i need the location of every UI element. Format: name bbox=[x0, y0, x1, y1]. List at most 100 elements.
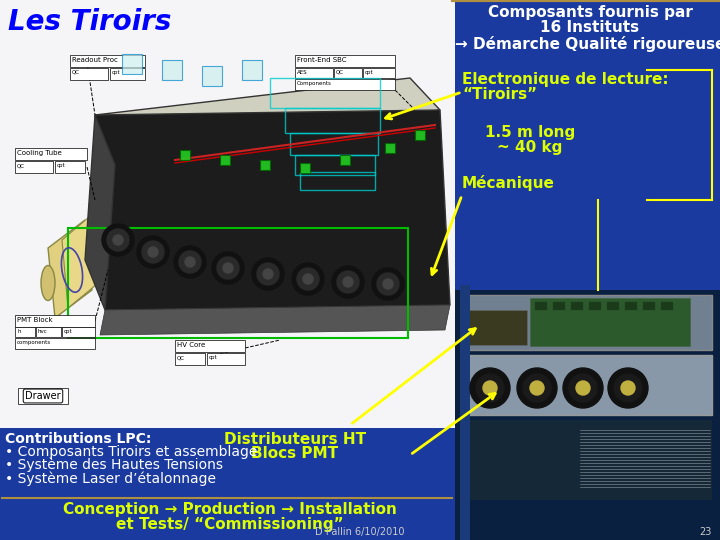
Bar bbox=[530, 298, 690, 346]
Bar bbox=[300, 172, 375, 190]
Bar bbox=[462, 295, 712, 350]
Text: Distributeurs HT: Distributeurs HT bbox=[224, 432, 366, 447]
Bar bbox=[62, 327, 95, 337]
Circle shape bbox=[608, 368, 648, 408]
Text: cpt: cpt bbox=[365, 70, 374, 75]
Text: • Système Laser d’étalonnage: • Système Laser d’étalonnage bbox=[5, 471, 216, 485]
Text: Cooling Tube: Cooling Tube bbox=[17, 150, 62, 156]
Bar bbox=[70, 68, 108, 80]
Bar bbox=[18, 388, 68, 404]
Circle shape bbox=[470, 368, 510, 408]
Bar bbox=[270, 78, 380, 108]
Text: Electronique de lecture:: Electronique de lecture: bbox=[462, 72, 669, 87]
Bar bbox=[643, 302, 655, 310]
Circle shape bbox=[530, 381, 544, 395]
Polygon shape bbox=[85, 115, 115, 310]
Text: QC: QC bbox=[17, 163, 25, 168]
Bar bbox=[162, 60, 182, 80]
Text: • Composants Tiroirs et assemblage: • Composants Tiroirs et assemblage bbox=[5, 445, 257, 459]
Text: ~ 40 kg: ~ 40 kg bbox=[498, 140, 563, 155]
Bar bbox=[220, 155, 230, 165]
Text: cpt: cpt bbox=[64, 329, 73, 334]
Text: Composants fournis par: Composants fournis par bbox=[487, 5, 693, 20]
Circle shape bbox=[523, 374, 551, 402]
Circle shape bbox=[576, 381, 590, 395]
Circle shape bbox=[257, 263, 279, 285]
Circle shape bbox=[142, 241, 164, 263]
Bar bbox=[180, 150, 190, 160]
Bar bbox=[285, 108, 380, 133]
Bar bbox=[175, 340, 245, 352]
Circle shape bbox=[252, 258, 284, 290]
Text: cpt: cpt bbox=[57, 163, 66, 168]
Bar bbox=[15, 327, 35, 337]
Polygon shape bbox=[100, 305, 450, 335]
Circle shape bbox=[377, 273, 399, 295]
Polygon shape bbox=[62, 212, 102, 308]
Text: cpt: cpt bbox=[112, 70, 121, 75]
Circle shape bbox=[517, 368, 557, 408]
Bar bbox=[661, 302, 673, 310]
Text: Blocs PMT: Blocs PMT bbox=[251, 446, 338, 461]
Circle shape bbox=[563, 368, 603, 408]
Circle shape bbox=[148, 247, 158, 257]
Bar bbox=[15, 161, 53, 173]
Bar bbox=[242, 60, 262, 80]
Text: et Tests/ “Commissioning”: et Tests/ “Commissioning” bbox=[116, 517, 344, 532]
Text: QC: QC bbox=[336, 70, 344, 75]
Circle shape bbox=[185, 257, 195, 267]
Text: hvc: hvc bbox=[38, 329, 48, 334]
Bar bbox=[15, 338, 95, 349]
Circle shape bbox=[303, 274, 313, 284]
Text: Les Tiroirs: Les Tiroirs bbox=[8, 8, 171, 36]
Bar bbox=[68, 228, 408, 338]
Bar bbox=[415, 130, 425, 140]
Circle shape bbox=[137, 236, 169, 268]
Circle shape bbox=[107, 229, 129, 251]
Bar bbox=[15, 148, 87, 160]
Circle shape bbox=[113, 235, 123, 245]
Bar bbox=[462, 310, 527, 345]
Bar bbox=[36, 327, 61, 337]
Bar bbox=[535, 302, 547, 310]
Bar bbox=[571, 302, 583, 310]
Bar bbox=[607, 302, 619, 310]
Polygon shape bbox=[95, 115, 145, 200]
Circle shape bbox=[383, 279, 393, 289]
Circle shape bbox=[174, 246, 206, 278]
Bar bbox=[55, 161, 85, 173]
Bar bbox=[340, 155, 350, 165]
Text: HV Core: HV Core bbox=[177, 342, 205, 348]
Circle shape bbox=[483, 381, 497, 395]
Bar bbox=[295, 79, 395, 90]
Circle shape bbox=[343, 277, 353, 287]
Ellipse shape bbox=[41, 266, 55, 300]
Bar bbox=[462, 355, 712, 415]
Circle shape bbox=[569, 374, 597, 402]
Bar bbox=[0, 0, 455, 428]
Bar bbox=[385, 143, 395, 153]
Text: D Pallin 6/10/2010: D Pallin 6/10/2010 bbox=[315, 527, 405, 537]
Text: QC: QC bbox=[177, 355, 185, 360]
Circle shape bbox=[337, 271, 359, 293]
Bar bbox=[122, 54, 142, 74]
Text: 1.5 m long: 1.5 m long bbox=[485, 125, 575, 140]
Bar bbox=[207, 353, 245, 365]
Bar bbox=[295, 55, 395, 67]
Text: Front-End SBC: Front-End SBC bbox=[297, 57, 346, 63]
Bar bbox=[295, 68, 333, 78]
Bar bbox=[290, 133, 378, 155]
Circle shape bbox=[212, 252, 244, 284]
Text: • Système des Hautes Tensions: • Système des Hautes Tensions bbox=[5, 458, 223, 472]
Bar bbox=[110, 68, 145, 80]
Text: h: h bbox=[17, 329, 20, 334]
Circle shape bbox=[217, 257, 239, 279]
Text: Drawer: Drawer bbox=[25, 391, 60, 401]
Text: Readout Proc: Readout Proc bbox=[72, 57, 118, 63]
Text: “Tiroirs”: “Tiroirs” bbox=[462, 87, 537, 102]
Bar bbox=[462, 420, 712, 500]
Text: Contributions LPC:: Contributions LPC: bbox=[5, 432, 151, 446]
Text: cpt: cpt bbox=[209, 355, 217, 360]
Circle shape bbox=[179, 251, 201, 273]
Circle shape bbox=[476, 374, 504, 402]
